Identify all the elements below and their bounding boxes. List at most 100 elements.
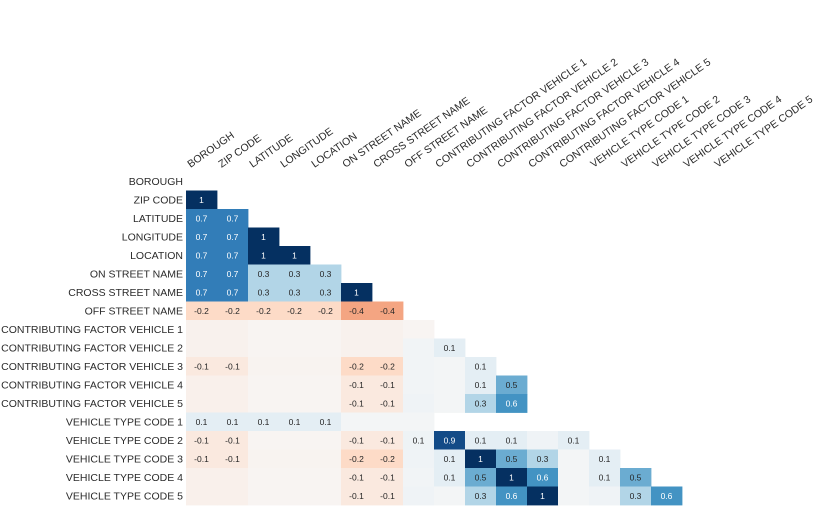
heatmap-cell xyxy=(217,283,249,302)
heatmap-cell xyxy=(186,375,218,395)
heatmap-cell xyxy=(372,431,404,450)
cell-value-label: 0.3 xyxy=(475,491,487,501)
cell-value-label: -0.1 xyxy=(380,380,395,390)
cell-value-label: -0.4 xyxy=(380,306,395,316)
heatmap-cell xyxy=(279,394,311,413)
heatmap-cell xyxy=(589,468,621,487)
cell-value-label: 0.5 xyxy=(506,380,518,390)
heatmap-cell xyxy=(372,486,404,506)
heatmap-cell xyxy=(217,357,249,376)
cell-value-label: -0.2 xyxy=(380,361,395,371)
heatmap-cell xyxy=(186,357,218,376)
cell-value-label: 0.7 xyxy=(227,287,239,297)
heatmap-cell xyxy=(496,375,528,395)
cell-value-label: 0.9 xyxy=(444,435,456,445)
heatmap-cell xyxy=(217,486,249,506)
heatmap-cell xyxy=(279,431,311,450)
heatmap-cell xyxy=(217,449,249,469)
heatmap-cell xyxy=(341,357,373,376)
heatmap-cell xyxy=(496,394,528,413)
heatmap-cell xyxy=(341,320,373,339)
heatmap-cell xyxy=(186,246,218,265)
cell-value-label: 0.7 xyxy=(196,213,208,223)
row-label: CONTRIBUTING FACTOR VEHICLE 3 xyxy=(1,361,183,373)
cell-value-label: -0.1 xyxy=(380,472,395,482)
cell-value-label: -0.1 xyxy=(349,380,364,390)
cell-value-label: 0.6 xyxy=(661,491,673,501)
cell-value-label: 1 xyxy=(199,195,204,205)
row-label: LONGITUDE xyxy=(122,231,183,243)
heatmap-cell xyxy=(465,486,497,506)
heatmap-cell xyxy=(403,468,435,487)
heatmap-cell xyxy=(527,449,559,469)
cell-value-label: 0.5 xyxy=(630,472,642,482)
heatmap-cell xyxy=(310,412,342,432)
row-label: LATITUDE xyxy=(133,213,183,225)
heatmap-cell xyxy=(589,486,621,506)
heatmap-cell xyxy=(248,394,280,413)
heatmap-cell xyxy=(341,394,373,413)
heatmap-cell xyxy=(310,338,342,358)
heatmap-cell xyxy=(434,486,466,506)
heatmap-cell xyxy=(217,227,249,247)
heatmap-cell xyxy=(434,357,466,376)
heatmap-cell xyxy=(279,468,311,487)
cell-value-label: 0.5 xyxy=(506,454,518,464)
heatmap-cell xyxy=(310,394,342,413)
heatmap-cell xyxy=(434,431,466,450)
heatmap-cell xyxy=(341,301,373,321)
heatmap-cell xyxy=(465,357,497,376)
heatmap-cell xyxy=(465,375,497,395)
cell-value-label: -0.2 xyxy=(256,306,271,316)
heatmap-cell xyxy=(248,375,280,395)
heatmap-cell xyxy=(310,486,342,506)
heatmap-cell xyxy=(186,394,218,413)
heatmap-cell xyxy=(217,320,249,339)
heatmap-cell xyxy=(217,301,249,321)
row-label: CONTRIBUTING FACTOR VEHICLE 5 xyxy=(1,398,183,410)
heatmap-cell xyxy=(527,468,559,487)
cell-value-label: 0.7 xyxy=(196,269,208,279)
cell-value-label: -0.4 xyxy=(349,306,364,316)
row-label: ZIP CODE xyxy=(134,194,183,206)
heatmap-cell xyxy=(341,486,373,506)
cell-value-label: 0.3 xyxy=(258,269,270,279)
cell-value-label: 1 xyxy=(509,472,514,482)
cell-value-label: 1 xyxy=(478,454,483,464)
cell-value-label: -0.1 xyxy=(225,361,240,371)
cell-value-label: 0.3 xyxy=(258,287,270,297)
heatmap-cell xyxy=(310,264,342,284)
heatmap-cell xyxy=(279,412,311,432)
heatmap-cell xyxy=(217,431,249,450)
heatmap-cell xyxy=(248,468,280,487)
cell-value-label: 0.6 xyxy=(537,472,549,482)
heatmap-cell xyxy=(465,394,497,413)
heatmap-cell xyxy=(372,394,404,413)
heatmap-cell xyxy=(186,468,218,487)
heatmap-cell xyxy=(310,283,342,302)
heatmap-cell xyxy=(248,412,280,432)
heatmap-cells xyxy=(186,190,683,506)
cell-value-label: -0.2 xyxy=(194,306,209,316)
heatmap-cell xyxy=(527,486,559,506)
row-label: VEHICLE TYPE CODE 5 xyxy=(66,490,183,502)
heatmap-cell xyxy=(372,449,404,469)
heatmap-cell xyxy=(403,320,435,339)
row-label: LOCATION xyxy=(130,250,183,262)
row-label: CONTRIBUTING FACTOR VEHICLE 4 xyxy=(1,379,183,391)
cell-value-label: 0.1 xyxy=(320,417,332,427)
cell-value-label: 0.1 xyxy=(568,435,580,445)
heatmap-cell xyxy=(217,338,249,358)
cell-value-label: -0.1 xyxy=(380,398,395,408)
cell-value-label: 0.5 xyxy=(475,472,487,482)
heatmap-cell xyxy=(372,412,404,432)
cell-value-label: 0.3 xyxy=(537,454,549,464)
heatmap-cell xyxy=(248,283,280,302)
cell-value-label: -0.1 xyxy=(349,398,364,408)
cell-value-label: 0.1 xyxy=(475,380,487,390)
row-label: CONTRIBUTING FACTOR VEHICLE 2 xyxy=(1,342,183,354)
heatmap-cell xyxy=(620,468,652,487)
cell-value-label: 0.7 xyxy=(227,250,239,260)
cell-value-label: 0.1 xyxy=(475,435,487,445)
